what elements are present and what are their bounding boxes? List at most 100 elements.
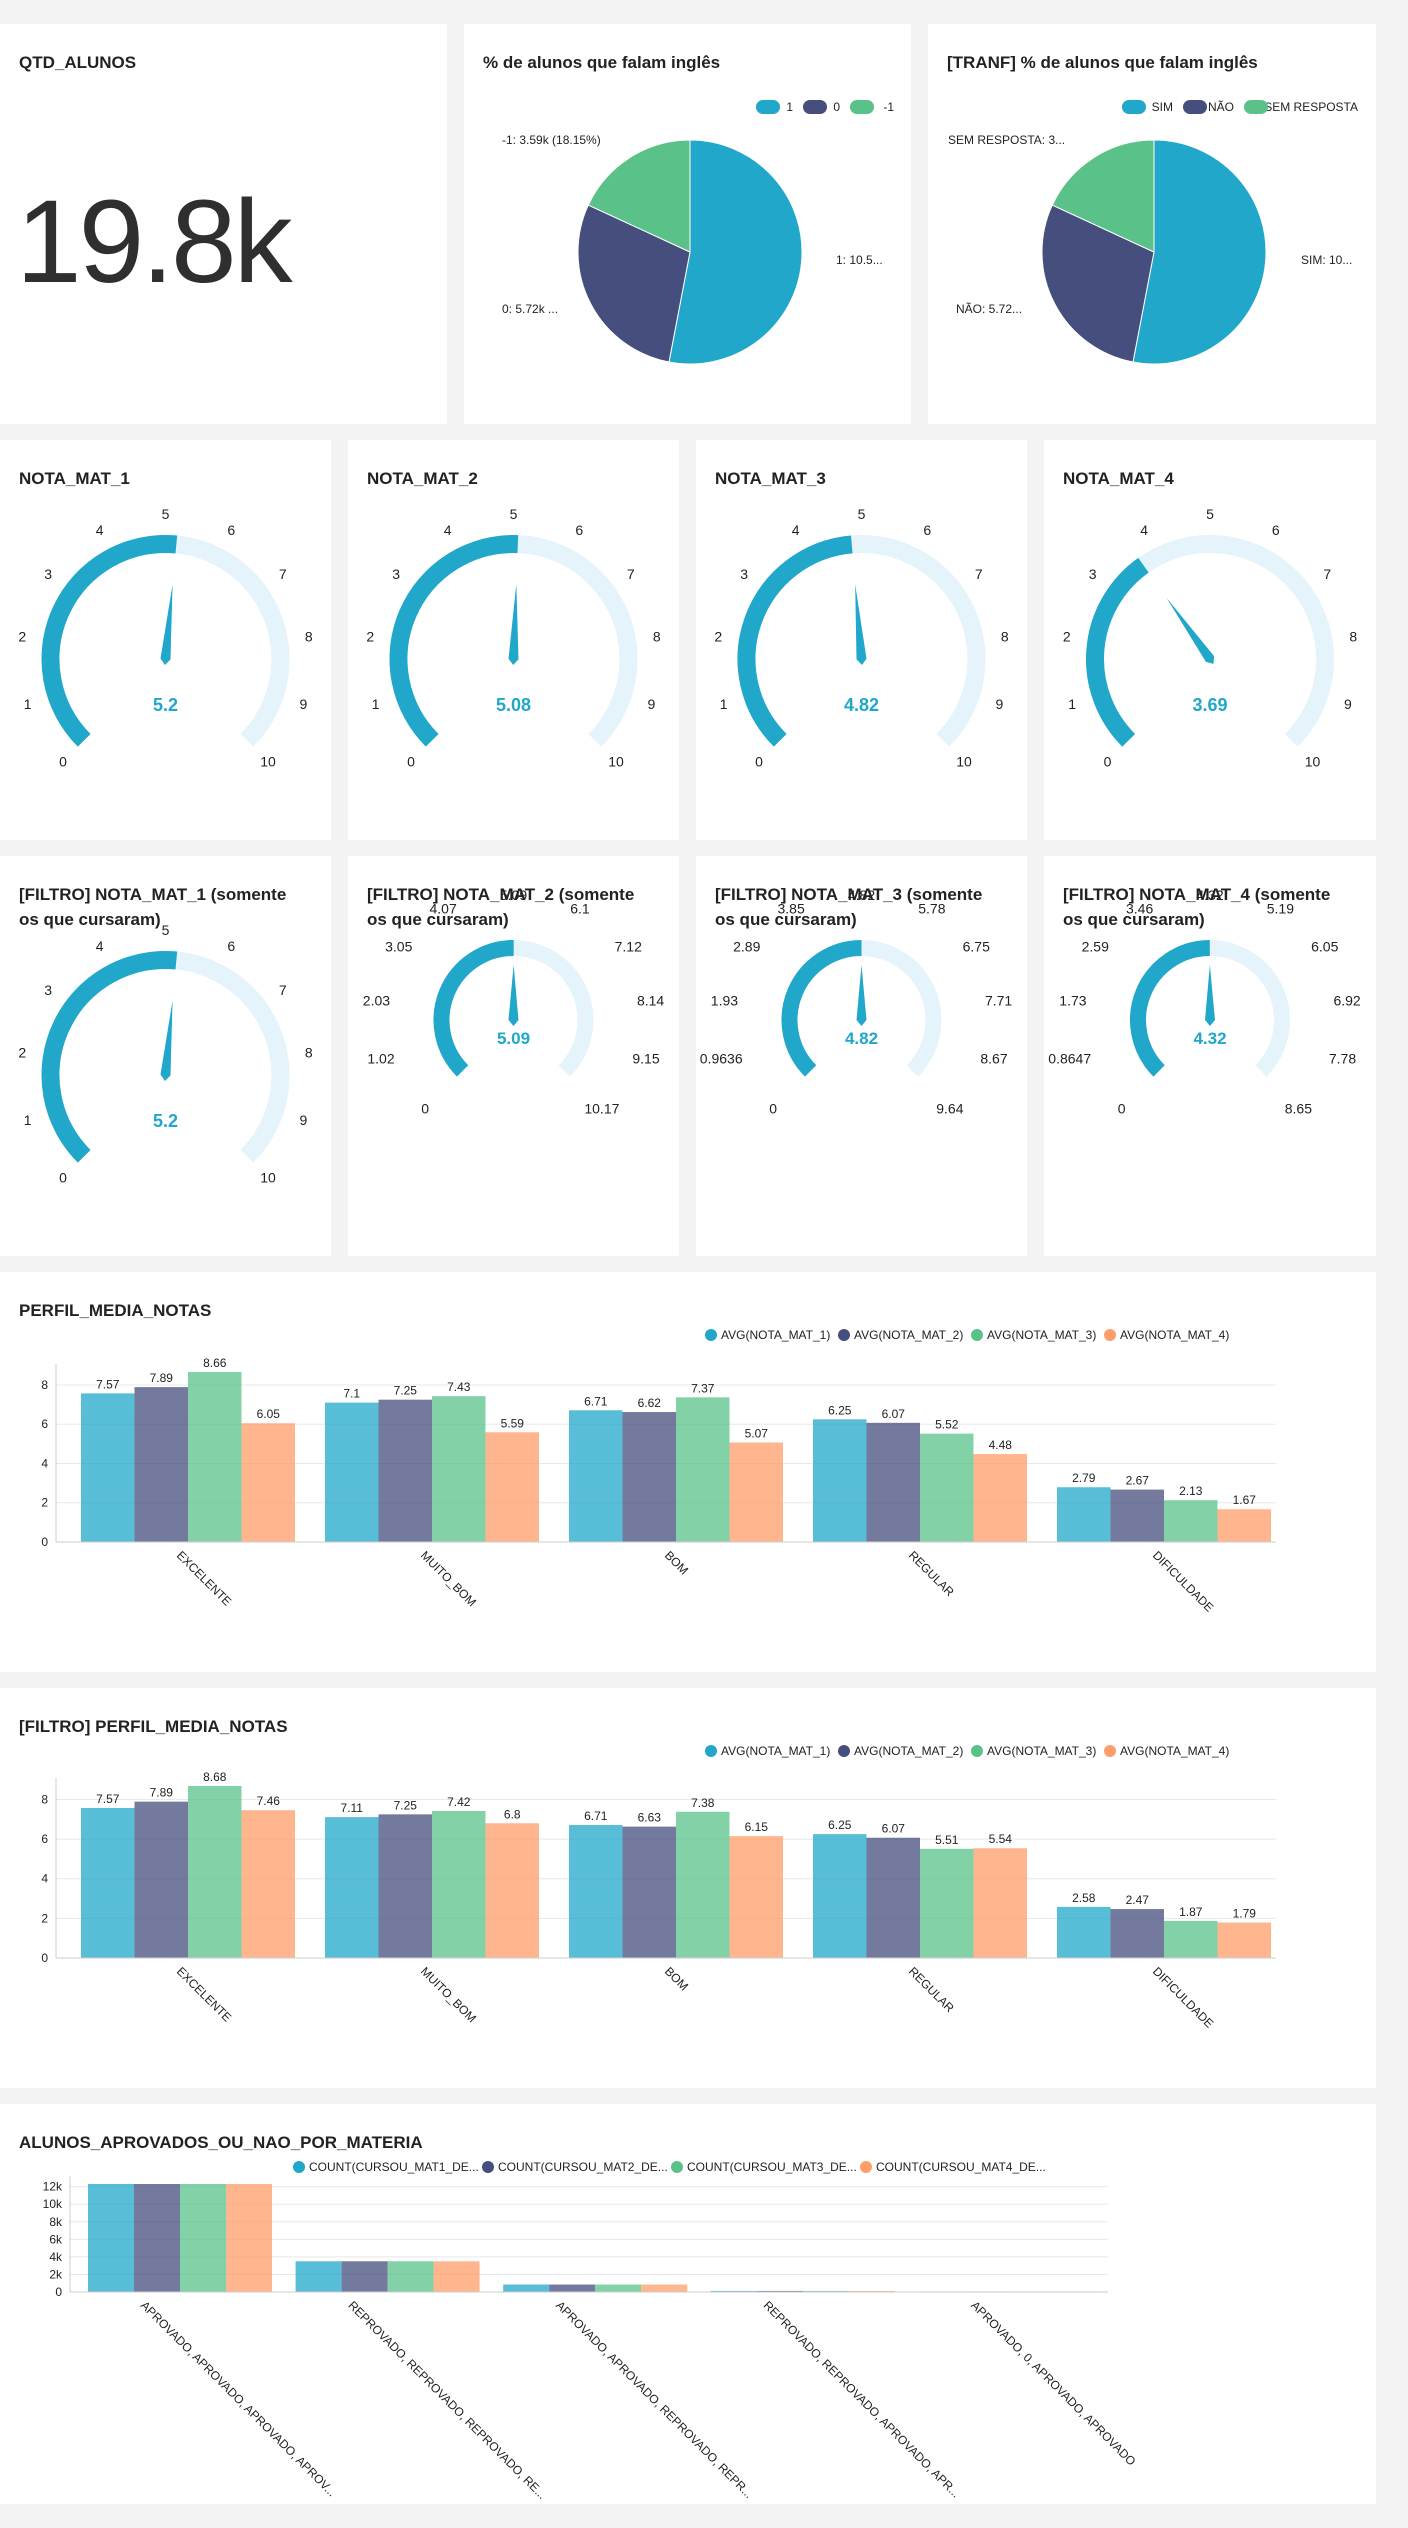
legend-label: 0 — [833, 100, 840, 114]
gauge-needle — [160, 1000, 173, 1081]
bar — [1217, 1509, 1271, 1542]
bar — [1164, 1920, 1218, 1958]
gauge-tick-label: 8 — [305, 628, 313, 644]
gauge-tick-label: 3 — [44, 982, 52, 998]
bar — [641, 2284, 688, 2292]
bar — [226, 2184, 272, 2292]
gauge-tick-label: 2 — [366, 628, 374, 644]
pie-slice-label: NÃO: 5.72... — [956, 302, 1022, 316]
y-tick-label: 0 — [55, 2285, 62, 2299]
gauge-tick-label: 10 — [260, 1170, 276, 1186]
legend-label: AVG(NOTA_MAT_4) — [1120, 1328, 1229, 1342]
gauge-value: 4.32 — [1193, 1029, 1226, 1048]
gauge-tick-label: 9 — [300, 1112, 308, 1128]
pie-ingles-chart: 1: 10.5... 0: 5.72k ... -1: 3.59k (18.15%)… — [502, 100, 894, 365]
bar-data-label: 5.54 — [989, 1832, 1013, 1846]
legend-swatch — [482, 2161, 494, 2173]
bar — [81, 1807, 135, 1958]
y-tick-label: 12k — [43, 2180, 63, 2194]
gauge-chart: 0 1 2 3 4 5 6 7 8 9 10 5.08 — [366, 506, 660, 770]
gauge-needle — [856, 965, 867, 1026]
x-tick-label: DIFICULDADE — [1150, 1548, 1216, 1614]
y-tick-label: 8k — [49, 2215, 63, 2229]
gauge-tick-label: 9 — [996, 696, 1004, 712]
perfil-filtro-bar-chart: AVG(NOTA_MAT_1) AVG(NOTA_MAT_2) AVG(NOTA_M… — [41, 1744, 1276, 2031]
pie-slice-label: 1: 10.5... — [836, 253, 883, 267]
gauge-title: NOTA_MAT_4 — [1063, 469, 1174, 488]
bar-data-label: 5.52 — [935, 1418, 959, 1432]
bar-data-label: 6.25 — [828, 1403, 852, 1417]
gauge-card-7: [FILTRO] NOTA_MAT_3 (somente os que curs… — [696, 856, 1027, 1256]
bar — [866, 1837, 920, 1958]
legend-swatch — [1104, 1329, 1116, 1341]
x-tick-label: EXCELENTE — [174, 1548, 234, 1608]
bar — [88, 2184, 134, 2292]
bar-data-label: 2.67 — [1126, 1474, 1150, 1488]
legend-label: 1 — [786, 100, 793, 114]
gauge-tick-label: 6.1 — [570, 901, 590, 917]
x-tick-label: APROVADO, 0, APROVADO, APROVADO — [968, 2298, 1138, 2468]
bar — [378, 1814, 432, 1958]
gauge-progress — [389, 535, 519, 747]
gauge-tick-label: 9 — [1344, 696, 1352, 712]
bar — [241, 1423, 295, 1542]
gauge-tick-label: 5 — [1206, 506, 1214, 522]
perfil-bar-chart: AVG(NOTA_MAT_1) AVG(NOTA_MAT_2) AVG(NOTA_M… — [41, 1328, 1276, 1615]
pie-slice — [1041, 204, 1155, 363]
y-tick-label: 6k — [49, 2232, 63, 2246]
y-tick-label: 0 — [41, 1535, 48, 1549]
gauge-tick-label: 0 — [59, 754, 67, 770]
bar-data-label: 6.8 — [504, 1807, 521, 1821]
bar-data-label: 5.59 — [501, 1416, 525, 1430]
bar — [973, 1454, 1027, 1542]
bar-data-label: 6.05 — [257, 1407, 281, 1421]
gauge-tick-label: 2.89 — [733, 939, 760, 955]
bar-data-label: 7.42 — [447, 1795, 471, 1809]
perfil-filtro-card: [FILTRO] PERFIL_MEDIA_NOTAS AVG(NOTA_MAT… — [0, 1688, 1376, 2088]
gauge-tick-label: 7 — [279, 982, 287, 998]
gauge-tick-label: 7 — [279, 566, 287, 582]
gauge-needle — [508, 584, 519, 665]
gauge-tick-label: 8.14 — [637, 992, 664, 1008]
gauge-tick-label: 8 — [305, 1044, 313, 1060]
gauge-tick-label: 1 — [372, 696, 380, 712]
bar — [729, 1836, 783, 1958]
gauge-tick-label: 10.17 — [584, 1100, 619, 1116]
x-tick-label: BOM — [662, 1548, 691, 1577]
bar-data-label: 7.37 — [691, 1381, 715, 1395]
x-tick-label: REGULAR — [906, 1964, 957, 2015]
legend-label: AVG(NOTA_MAT_2) — [854, 1744, 963, 1758]
bar-data-label: 7.1 — [343, 1387, 360, 1401]
gauge-tick-label: 7 — [627, 566, 635, 582]
gauge-tick-label: 2 — [714, 628, 722, 644]
bar-data-label: 6.07 — [882, 1822, 906, 1836]
gauge-tick-label: 4 — [1140, 522, 1148, 538]
legend-swatch — [803, 100, 827, 114]
y-tick-label: 4k — [49, 2250, 63, 2264]
legend-label: SIM — [1152, 100, 1173, 114]
gauge-tick-label: 5.09 — [500, 887, 527, 903]
x-tick-label: MUITO_BOM — [418, 1548, 479, 1609]
legend-label: AVG(NOTA_MAT_3) — [987, 1328, 1096, 1342]
legend-swatch — [1244, 100, 1268, 114]
aprovados-card: ALUNOS_APROVADOS_OU_NAO_POR_MATERIA COUN… — [0, 2104, 1376, 2504]
y-tick-label: 2 — [41, 1911, 48, 1925]
gauge-tick-label: 6 — [923, 522, 931, 538]
pie-ingles-card: % de alunos que falam inglês 1: 10.5... 0… — [464, 24, 911, 424]
bar-data-label: 7.57 — [96, 1377, 120, 1391]
gauge-tick-label: 0.8647 — [1048, 1051, 1091, 1067]
gauge-value: 3.69 — [1192, 695, 1227, 715]
legend-label: AVG(NOTA_MAT_3) — [987, 1744, 1096, 1758]
bar — [1110, 1909, 1164, 1958]
legend-swatch — [838, 1745, 850, 1757]
gauge-tick-label: 0 — [59, 1170, 67, 1186]
gauge-tick-label: 1.73 — [1059, 992, 1086, 1008]
gauge-tick-label: 4 — [792, 522, 800, 538]
bar — [180, 2184, 226, 2292]
gauge-tick-label: 0 — [407, 754, 415, 770]
gauge-tick-label: 4.07 — [430, 901, 457, 917]
gauge-tick-label: 6.92 — [1333, 992, 1360, 1008]
y-tick-label: 4 — [41, 1456, 48, 1470]
bar — [485, 1432, 539, 1542]
bar — [1217, 1922, 1271, 1958]
